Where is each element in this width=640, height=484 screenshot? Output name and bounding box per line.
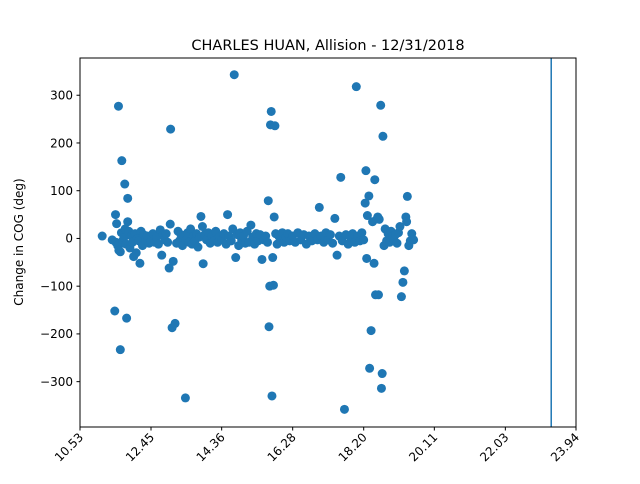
data-point: [362, 253, 372, 263]
data-point: [364, 191, 374, 201]
data-point: [336, 172, 346, 182]
data-point: [359, 235, 369, 245]
data-point: [325, 230, 335, 240]
data-point: [378, 131, 388, 141]
data-point: [123, 217, 133, 227]
data-point: [257, 254, 267, 264]
data-point: [110, 306, 120, 316]
data-point: [361, 166, 371, 176]
y-tick-label: 0: [65, 232, 73, 246]
data-point: [112, 219, 122, 229]
data-point: [123, 193, 133, 203]
data-point: [226, 236, 236, 246]
axes: −300 −200 −100 0 100 200 300 10.53 12.45 14.36 16.…: [40, 57, 582, 464]
chart-title: CHARLES HUAN, Allision - 12/31/2018: [191, 38, 464, 54]
data-point: [165, 219, 175, 229]
data-point: [131, 248, 141, 258]
y-tick-label: 300: [50, 89, 73, 103]
x-tick-label: 12.45: [123, 430, 157, 464]
data-point: [392, 238, 402, 248]
y-tick-label: 100: [50, 184, 73, 198]
y-tick-label: 200: [50, 136, 73, 150]
data-point: [196, 211, 206, 221]
data-point: [402, 191, 412, 201]
data-point: [269, 212, 279, 222]
x-tick-label: 22.03: [477, 430, 511, 464]
data-point: [270, 121, 280, 131]
data-point: [366, 326, 376, 336]
data-point: [264, 322, 274, 332]
data-point: [111, 210, 121, 220]
data-point: [161, 229, 171, 239]
data-point: [113, 101, 123, 111]
data-point: [339, 404, 349, 414]
data-point: [396, 292, 406, 302]
data-point: [115, 247, 125, 257]
data-point: [180, 393, 190, 403]
data-point: [193, 242, 203, 252]
data-point: [376, 100, 386, 110]
data-point: [97, 231, 107, 241]
data-point: [263, 237, 273, 247]
y-axis-label: Change in COG (deg): [12, 178, 26, 305]
y-tick-label: −100: [40, 279, 73, 293]
data-point: [332, 250, 342, 260]
y-tick-label: −300: [40, 375, 73, 389]
data-point: [370, 175, 380, 185]
data-point: [360, 198, 370, 208]
data-point: [374, 214, 384, 224]
data-point: [163, 237, 173, 247]
data-point: [268, 253, 278, 263]
data-point: [263, 196, 273, 206]
data-point: [267, 391, 277, 401]
plot-area: [97, 58, 552, 427]
data-point: [115, 345, 125, 355]
data-point: [398, 277, 408, 287]
data-point: [197, 222, 207, 232]
data-point: [153, 239, 163, 249]
data-point: [266, 106, 276, 116]
x-tick-label: 23.94: [548, 430, 582, 464]
x-tick-label: 20.11: [406, 430, 440, 464]
plot-frame: [79, 57, 577, 428]
data-point: [365, 363, 375, 373]
data-point: [373, 290, 383, 300]
data-point: [198, 259, 208, 269]
data-point: [328, 238, 338, 248]
y-tick-label: −200: [40, 327, 73, 341]
data-point: [223, 210, 233, 220]
data-point: [268, 280, 278, 290]
data-point: [166, 124, 176, 134]
data-point: [395, 222, 405, 232]
data-point: [314, 202, 324, 212]
data-point: [376, 383, 386, 393]
data-point: [231, 253, 241, 263]
data-point: [170, 318, 180, 328]
data-point: [246, 220, 256, 230]
x-tick-label: 14.36: [194, 430, 228, 464]
data-point: [122, 313, 132, 323]
data-point: [168, 256, 178, 266]
data-point: [164, 263, 174, 273]
data-point: [351, 82, 361, 92]
data-point: [399, 266, 409, 276]
x-tick-label: 16.28: [265, 430, 299, 464]
data-point: [369, 258, 379, 268]
data-point: [229, 70, 239, 80]
data-point: [120, 179, 130, 189]
data-point: [402, 217, 412, 227]
data-point: [362, 211, 372, 221]
data-point: [117, 156, 127, 166]
data-point: [357, 228, 367, 238]
x-tick-label: 10.53: [52, 430, 86, 464]
data-point: [377, 369, 387, 379]
data-point: [157, 250, 167, 260]
data-point: [409, 235, 419, 245]
data-point: [135, 258, 145, 268]
x-tick-label: 18.20: [336, 430, 370, 464]
data-point: [330, 213, 340, 223]
